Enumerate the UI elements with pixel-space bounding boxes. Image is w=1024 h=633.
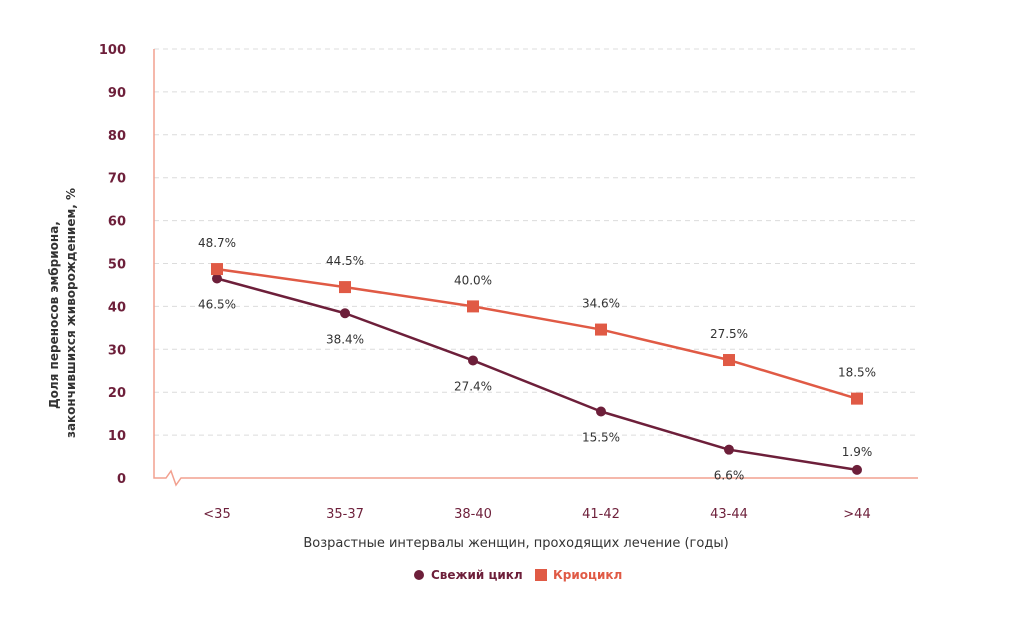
data-label: 38.4%: [326, 332, 364, 346]
x-axis-line: [153, 469, 918, 487]
x-tick-label: >44: [843, 507, 870, 522]
y-tick-label: 90: [108, 86, 126, 101]
y-tick-label: 20: [108, 386, 126, 401]
data-label: 18.5%: [838, 366, 876, 380]
y-tick-label: 60: [108, 215, 126, 230]
y-tick-label: 30: [108, 343, 126, 358]
y-tick-label: 10: [108, 429, 126, 444]
data-label: 48.7%: [198, 236, 236, 250]
series-line: [216, 267, 858, 400]
data-point: [339, 281, 351, 294]
x-axis-label: Возрастные интервалы женщин, проходящих …: [303, 536, 728, 551]
y-tick-label: 100: [99, 43, 126, 58]
data-point: [723, 354, 735, 367]
legend-label-cryo: Криоцикл: [553, 568, 622, 582]
y-tick-label: 40: [108, 300, 126, 315]
y-axis-label: Доля переносов эмбриона, закончившихся ж…: [47, 188, 78, 438]
data-label: 15.5%: [582, 431, 620, 445]
data-points: [211, 263, 863, 475]
series-line: [216, 277, 858, 472]
y-axis-label-line-1: Доля переносов эмбриона,: [47, 221, 61, 409]
data-point: [852, 464, 862, 475]
data-point: [468, 355, 478, 366]
x-tick-label: 38-40: [454, 507, 492, 522]
data-point: [467, 300, 479, 313]
y-tick-label: 80: [108, 129, 126, 144]
y-tick-label: 70: [108, 172, 126, 187]
x-tick-label: <35: [203, 507, 230, 522]
x-tick-label: 41-42: [582, 507, 620, 522]
x-tick-labels: <35 35-37 38-40 41-42 43-44 >44: [203, 507, 870, 522]
data-point: [595, 323, 607, 336]
legend-marker-fresh: [414, 570, 424, 580]
data-label: 40.0%: [454, 273, 492, 287]
data-label: 44.5%: [326, 254, 364, 268]
legend-marker-cryo: [535, 569, 547, 581]
y-tick-labels: 0 10 20 30 40 50 60 70 80 90 100: [99, 43, 126, 487]
data-label: 46.5%: [198, 298, 236, 312]
y-axis-label-line-2: закончившихся живорождением, %: [64, 188, 78, 438]
grid-lines: [154, 48, 918, 436]
y-tick-label: 0: [117, 472, 126, 487]
data-point: [340, 308, 350, 319]
axes: [153, 49, 918, 487]
data-point: [724, 444, 734, 455]
legend-label-fresh: Свежий цикл: [431, 568, 523, 582]
series-lines: [216, 267, 858, 472]
x-tick-label: 35-37: [326, 507, 364, 522]
legend: Свежий цикл Криоцикл: [414, 568, 622, 582]
x-tick-label: 43-44: [710, 507, 748, 522]
data-point: [851, 392, 863, 405]
data-label: 34.6%: [582, 297, 620, 311]
data-label: 6.6%: [714, 469, 745, 483]
data-labels: 48.7% 44.5% 40.0% 34.6% 27.5% 18.5% 46.5% 38.4%…: [198, 236, 876, 483]
data-label: 27.5%: [710, 327, 748, 341]
data-point: [211, 263, 223, 276]
data-point: [596, 406, 606, 417]
y-tick-label: 50: [108, 258, 126, 273]
data-point: [212, 273, 222, 284]
data-label: 1.9%: [842, 445, 873, 459]
data-label: 27.4%: [454, 379, 492, 393]
